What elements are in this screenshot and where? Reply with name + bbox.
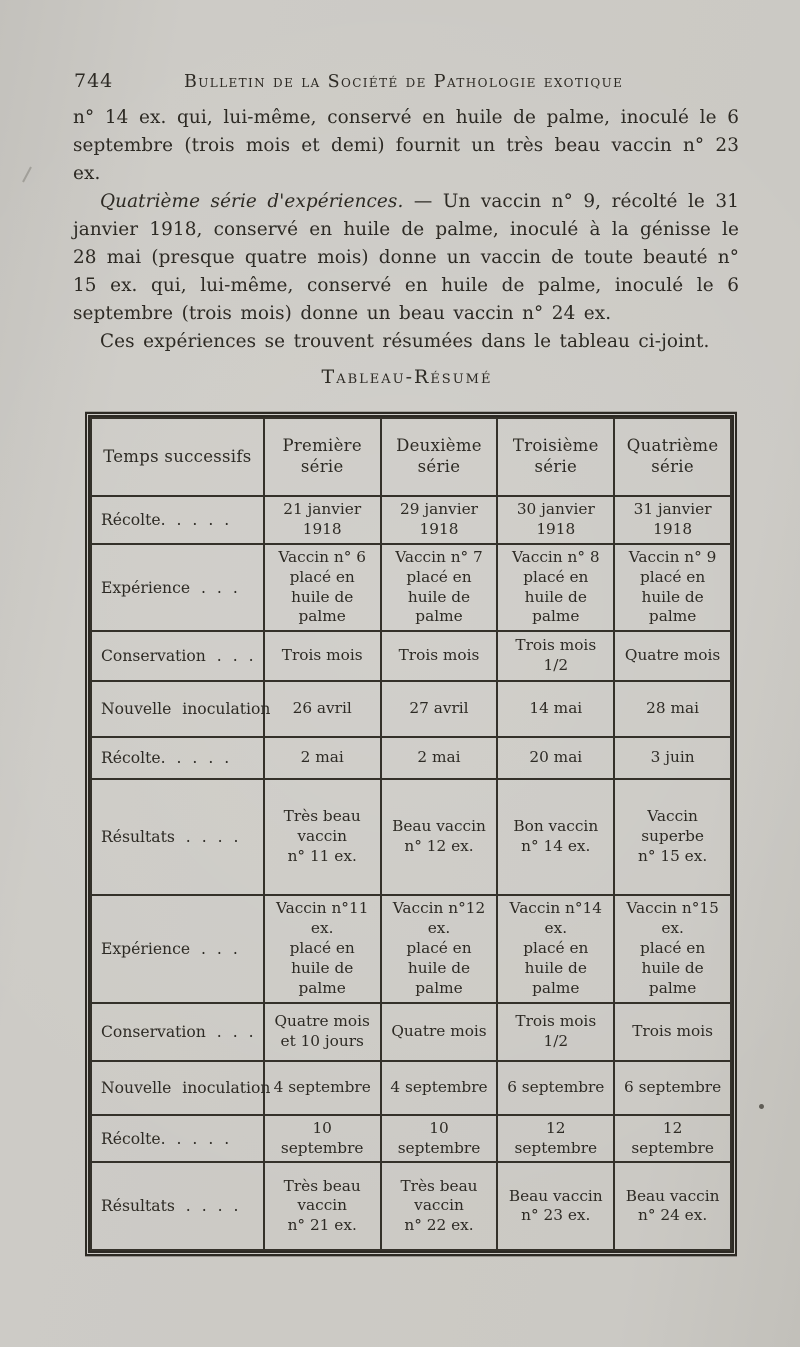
- table-row-resultats-2: Résultats . . . . Très beau vaccin n° 21…: [90, 1161, 732, 1252]
- table-row-recolte-1: Récolte. . . . . 21 janvier 1918 29 janv…: [90, 495, 732, 545]
- paragraph: Quatrième série d'expériences. — Un vacc…: [73, 188, 739, 328]
- row-label: Récolte. . . . .: [90, 1113, 265, 1164]
- table-cell: 29 janvier 1918: [379, 495, 499, 545]
- table-cell: Vaccin n°11 ex. placé en huile de palme: [262, 894, 382, 1004]
- table-cell: 3 juin: [613, 736, 732, 781]
- paragraph: n° 14 ex. qui, lui-même, conservé en hui…: [73, 107, 739, 184]
- table-cell: 21 janvier 1918: [262, 495, 382, 545]
- table-row-experience-2: Expérience . . . Vaccin n°11 ex. placé e…: [90, 894, 732, 1004]
- paragraph-rest: — Un vaccin n° 9, récolté le 31 janvier …: [73, 191, 739, 324]
- table-cell: Trois mois: [379, 630, 499, 683]
- table-cell: Quatre mois: [613, 630, 732, 683]
- table-cell: 14 mai: [496, 680, 616, 739]
- table-cell: Vaccin n° 7 placé en huile de palme: [379, 542, 499, 633]
- row-label: Récolte. . . . .: [90, 736, 265, 781]
- table-cell: 20 mai: [496, 736, 616, 781]
- table-row-recolte-3: Récolte. . . . . 10 septembre 10 septemb…: [90, 1113, 732, 1164]
- table-cell: Vaccin n° 6 placé en huile de palme: [262, 542, 382, 633]
- table-cell: 2 mai: [379, 736, 499, 781]
- table-row-conservation-1: Conservation . . . Trois mois Trois mois…: [90, 630, 732, 683]
- page-number: 744: [74, 70, 114, 92]
- row-label: Résultats . . . .: [90, 1161, 265, 1252]
- table-cell: Vaccin n°15 ex. placé en huile de palme: [613, 894, 732, 1004]
- column-header-quatrieme-serie: Quatrième série: [613, 417, 732, 497]
- table-cell: Vaccin n°14 ex. placé en huile de palme: [496, 894, 616, 1004]
- table-cell: Trois mois 1/2: [496, 1001, 616, 1062]
- table-cell: 2 mai: [262, 736, 382, 781]
- table-cell: 6 septembre: [496, 1059, 616, 1116]
- summary-table-frame: Temps successifs Première série Deuxième…: [85, 412, 737, 1257]
- table-cell: 27 avril: [379, 680, 499, 739]
- table-cell: Vaccin n° 8 placé en huile de palme: [496, 542, 616, 633]
- table-cell: 28 mai: [613, 680, 732, 739]
- table-title: Tableau-Résumé: [321, 366, 493, 388]
- row-label: Conservation . . .: [90, 1001, 265, 1062]
- row-label: Expérience . . .: [90, 894, 265, 1004]
- column-header-deuxieme-serie: Deuxième série: [379, 417, 499, 497]
- table-cell: Beau vaccin n° 12 ex.: [379, 778, 499, 897]
- column-header-troisieme-serie: Troisième série: [496, 417, 616, 497]
- row-label: Récolte. . . . .: [90, 495, 265, 545]
- table-cell: 10 septembre: [379, 1113, 499, 1164]
- table-cell: Vaccin n° 9 placé en huile de palme: [613, 542, 732, 633]
- table-row-recolte-2: Récolte. . . . . 2 mai 2 mai 20 mai 3 ju…: [90, 736, 732, 781]
- summary-table: Temps successifs Première série Deuxième…: [90, 417, 732, 1252]
- table-cell: 6 septembre: [613, 1059, 732, 1116]
- table-cell: 31 janvier 1918: [613, 495, 732, 545]
- table-row-nouvelle-inoculation-2: Nouvelle inoculation 4 septembre 4 septe…: [90, 1059, 732, 1116]
- row-label: Nouvelle inoculation: [90, 680, 270, 739]
- table-row-conservation-2: Conservation . . . Quatre mois et 10 jou…: [90, 1001, 732, 1062]
- table-cell: Quatre mois et 10 jours: [262, 1001, 382, 1062]
- paragraph: Ces expériences se trouvent résumées dan…: [100, 331, 710, 352]
- column-header-premiere-serie: Première série: [262, 417, 382, 497]
- scan-speck: [759, 1104, 764, 1109]
- table-cell: 30 janvier 1918: [496, 495, 616, 545]
- table-cell: 10 septembre: [262, 1113, 382, 1164]
- table-cell: Beau vaccin n° 24 ex.: [613, 1161, 732, 1252]
- table-cell: Vaccin n°12 ex. placé en huile de palme: [379, 894, 499, 1004]
- table-row-nouvelle-inoculation-1: Nouvelle inoculation 26 avril 27 avril 1…: [90, 680, 732, 739]
- paragraph-lead-italic: Quatrième série d'expériences.: [100, 191, 404, 212]
- table-row-resultats-1: Résultats . . . . Très beau vaccin n° 11…: [90, 778, 732, 897]
- table-cell: 4 septembre: [379, 1059, 499, 1116]
- table-cell: Beau vaccin n° 23 ex.: [496, 1161, 616, 1252]
- row-label: Expérience . . .: [90, 542, 265, 633]
- table-cell: Quatre mois: [379, 1001, 499, 1062]
- table-cell: Très beau vaccin n° 21 ex.: [262, 1161, 382, 1252]
- row-label: Nouvelle inoculation: [90, 1059, 270, 1116]
- table-cell: Vaccin superbe n° 15 ex.: [613, 778, 732, 897]
- running-head: 744 Bulletin de la Société de Pathologie…: [74, 70, 730, 92]
- column-header-temps-successifs: Temps successifs: [90, 417, 265, 497]
- table-row-experience-1: Expérience . . . Vaccin n° 6 placé en hu…: [90, 542, 732, 633]
- table-cell: Très beau vaccin n° 11 ex.: [262, 778, 382, 897]
- table-cell: Très beau vaccin n° 22 ex.: [379, 1161, 499, 1252]
- journal-title: Bulletin de la Société de Pathologie exo…: [183, 72, 624, 92]
- row-label: Résultats . . . .: [90, 778, 265, 897]
- table-cell: Trois mois: [613, 1001, 732, 1062]
- row-label: Conservation . . .: [90, 630, 265, 683]
- table-cell: 4 septembre: [262, 1059, 382, 1116]
- scan-speck: [22, 166, 32, 183]
- table-cell: 12 septembre: [613, 1113, 732, 1164]
- table-cell: Trois mois 1/2: [496, 630, 616, 683]
- table-cell: 26 avril: [262, 680, 382, 739]
- table-cell: Bon vaccin n° 14 ex.: [496, 778, 616, 897]
- table-cell: Trois mois: [262, 630, 382, 683]
- table-header-row: Temps successifs Première série Deuxième…: [90, 417, 732, 497]
- table-cell: 12 septembre: [496, 1113, 616, 1164]
- body-text: n° 14 ex. qui, lui-même, conservé en hui…: [73, 104, 739, 356]
